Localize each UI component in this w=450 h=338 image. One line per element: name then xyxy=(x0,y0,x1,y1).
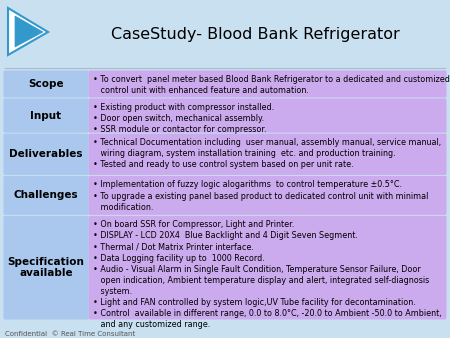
Polygon shape xyxy=(8,8,48,55)
FancyBboxPatch shape xyxy=(89,98,446,132)
Text: Input: Input xyxy=(31,111,62,121)
FancyBboxPatch shape xyxy=(4,98,89,132)
FancyBboxPatch shape xyxy=(4,71,89,97)
Text: • Existing product with compressor installed.
• Door open switch, mechanical ass: • Existing product with compressor insta… xyxy=(93,103,274,134)
FancyBboxPatch shape xyxy=(89,216,446,319)
FancyBboxPatch shape xyxy=(89,134,446,175)
FancyBboxPatch shape xyxy=(4,216,89,319)
FancyBboxPatch shape xyxy=(89,176,446,215)
Text: • To convert  panel meter based Blood Bank Refrigerator to a dedicated and custo: • To convert panel meter based Blood Ban… xyxy=(93,75,450,95)
Text: Confidential  © Real Time Consultant: Confidential © Real Time Consultant xyxy=(5,331,135,337)
Text: CaseStudy- Blood Bank Refrigerator: CaseStudy- Blood Bank Refrigerator xyxy=(111,26,400,42)
Text: • On board SSR for Compressor, Light and Printer.
• DISPLAY - LCD 20X4  Blue Bac: • On board SSR for Compressor, Light and… xyxy=(93,220,441,329)
Text: Scope: Scope xyxy=(28,79,64,89)
Text: • Implementation of fuzzy logic alogarithms  to control temperature ±0.5°C.
• To: • Implementation of fuzzy logic alogarit… xyxy=(93,180,428,212)
Text: Challenges: Challenges xyxy=(14,190,78,200)
Text: • Technical Documentation including  user manual, assembly manual, service manua: • Technical Documentation including user… xyxy=(93,138,441,169)
FancyBboxPatch shape xyxy=(89,71,446,97)
Text: Deliverables: Deliverables xyxy=(9,149,83,159)
Polygon shape xyxy=(15,16,43,47)
Text: Specification
available: Specification available xyxy=(8,257,85,279)
FancyBboxPatch shape xyxy=(4,134,89,175)
FancyBboxPatch shape xyxy=(4,176,89,215)
